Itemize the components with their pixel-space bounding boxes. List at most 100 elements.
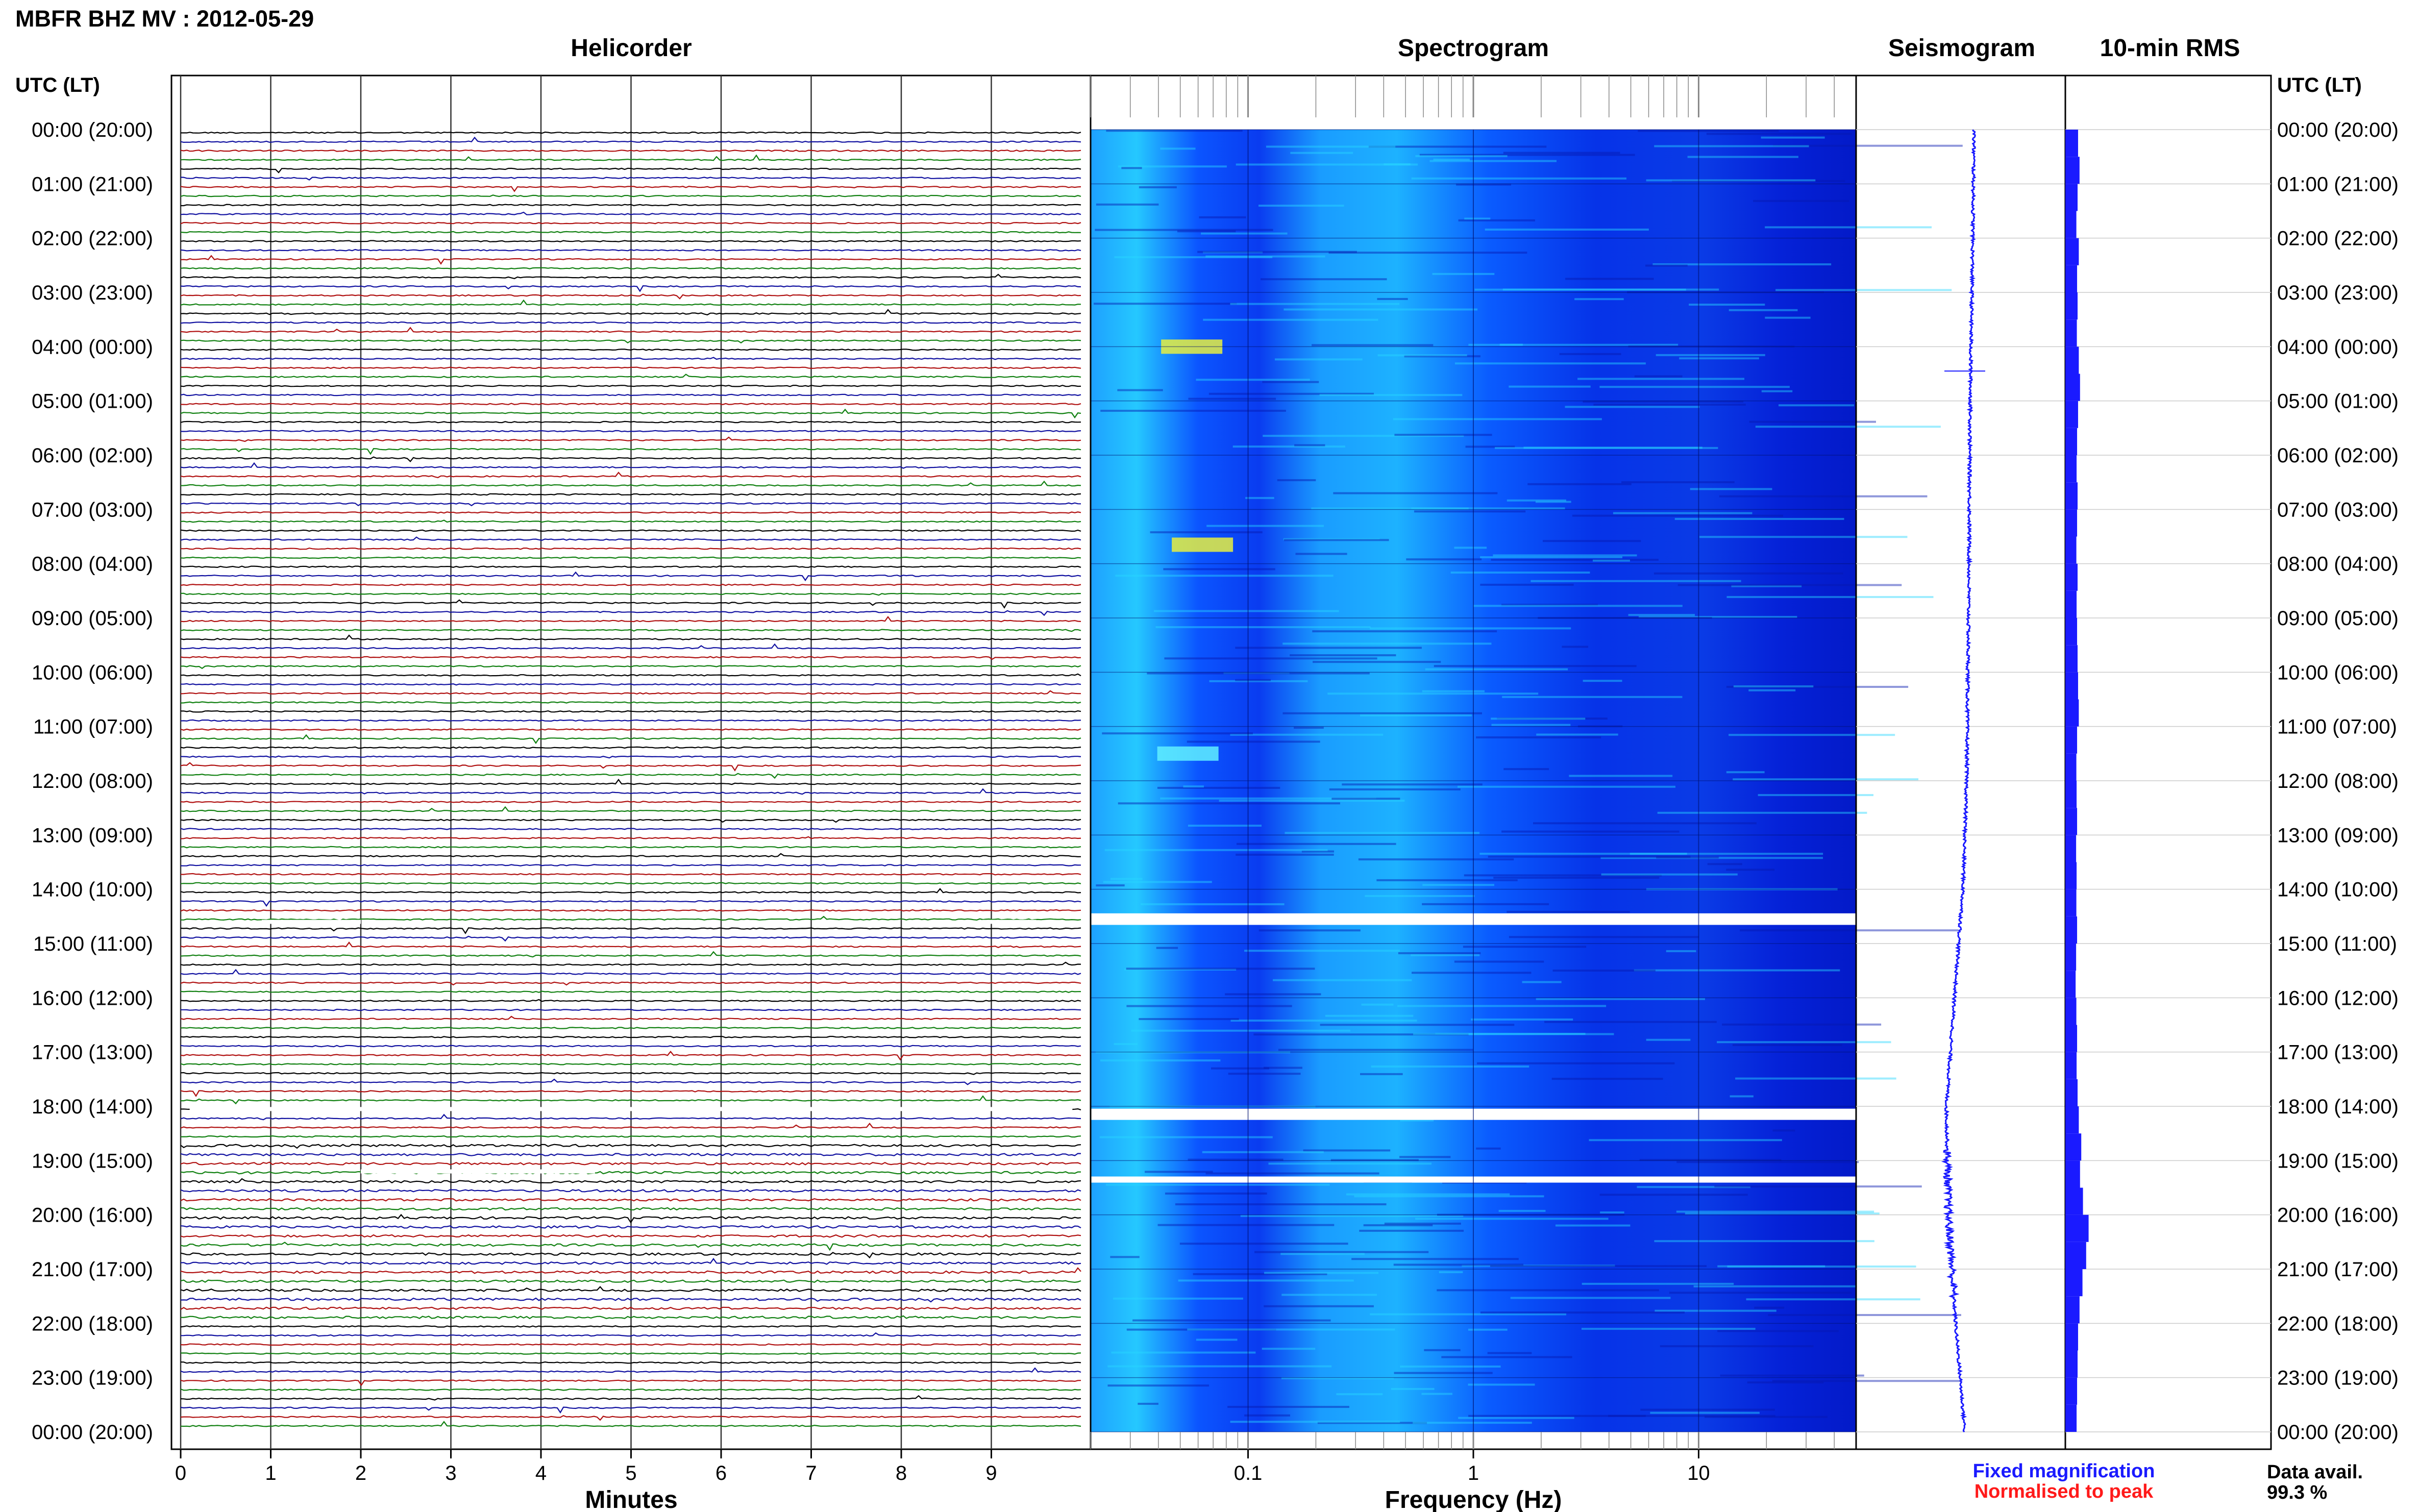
spectrogram-streak: [1107, 1365, 1332, 1368]
spectrogram-streak: [1187, 1328, 1395, 1331]
spectrogram-streak: [1235, 679, 1271, 681]
spectrogram-streak: [1333, 492, 1498, 494]
spectrogram-streak: [1131, 1029, 1350, 1032]
spectrogram-streak: [1346, 1193, 1510, 1196]
spectrogram-streak: [1196, 379, 1310, 381]
spectrogram-streak: [1685, 1212, 1880, 1215]
spectrogram-streak: [1244, 1414, 1290, 1417]
helicorder-trace: [180, 374, 1081, 378]
helicorder-trace: [180, 462, 1081, 469]
hour-label-left: 17:00 (13:00): [32, 1042, 153, 1064]
spectrogram-streak: [1118, 165, 1227, 168]
hour-label-left: 08:00 (04:00): [32, 553, 153, 576]
spectrogram-streak: [1748, 689, 1796, 691]
helicorder-trace: [180, 321, 1081, 324]
spectrogram-streak: [1376, 879, 1518, 881]
spectrogram-streak: [1599, 386, 1790, 388]
spectrogram-streak: [1754, 1306, 1785, 1309]
spectrogram-streak: [1282, 712, 1483, 714]
spectrogram-streak: [1100, 410, 1286, 412]
hour-label-right: 11:00 (07:00): [2277, 716, 2397, 738]
spectrogram-streak: [1425, 668, 1568, 671]
helicorder-trace: [180, 547, 1081, 550]
helicorder-trace: [180, 728, 1081, 731]
helicorder-trace: [180, 1252, 1081, 1259]
hour-label-right: 06:00 (02:00): [2277, 444, 2399, 467]
spectrogram-streak: [1502, 288, 1719, 291]
hour-label-right: 05:00 (01:00): [2277, 390, 2399, 413]
spectrogram-streak: [1303, 1149, 1391, 1152]
spectrogram-tick-label: 0.1: [1234, 1462, 1263, 1484]
hour-label-right: 04:00 (00:00): [2277, 336, 2399, 358]
seismogram-panel: [1855, 75, 2066, 1450]
spectrogram-streak: [1157, 1224, 1335, 1226]
helicorder-trace: [180, 1234, 1081, 1238]
helicorder-trace: [180, 828, 1081, 830]
rms-bar: [2065, 971, 2076, 998]
helicorder-trace: [180, 293, 1081, 300]
hour-label-right: 19:00 (15:00): [2277, 1150, 2399, 1172]
spectrogram-streak: [1720, 1374, 1864, 1377]
spectrogram-streak: [1114, 256, 1273, 259]
spectrogram-streak: [1351, 1258, 1519, 1260]
rms-title: 10-min RMS: [2100, 35, 2240, 62]
helicorder-trace: [180, 285, 1081, 292]
spectrogram-streak: [1422, 884, 1494, 886]
spectrogram-streak: [1121, 167, 1142, 169]
helicorder-trace: [180, 1113, 1081, 1121]
spectrogram-streak: [1113, 1297, 1243, 1300]
spectrogram-streak: [1509, 385, 1591, 388]
spectrogram-streak: [1320, 1024, 1515, 1026]
spectrogram-streak: [1600, 1211, 1624, 1213]
spectrogram-streak: [1230, 733, 1384, 736]
spectrogram-streak: [1501, 830, 1680, 833]
spectrogram-streak: [1411, 177, 1627, 180]
spectrogram-streak: [1263, 435, 1464, 437]
spectrogram-streak: [1522, 981, 1562, 983]
helicorder-trace: [180, 1285, 1081, 1292]
helicorder-trace: [180, 366, 1081, 369]
spectrogram-streak: [1656, 354, 1765, 356]
helicorder-trace: [180, 511, 1081, 514]
rms-bar: [2065, 726, 2078, 754]
helicorder-trace: [180, 1189, 1081, 1193]
spectrogram-streak: [1156, 947, 1178, 949]
hour-label-left: 06:00 (02:00): [32, 444, 153, 467]
spectrogram-streak: [1434, 665, 1637, 667]
helicorder-data-gap: [982, 920, 1036, 924]
spectrogram-streak: [1240, 1214, 1464, 1217]
spectrogram-streak: [1100, 1059, 1221, 1062]
spectrogram-streak: [1227, 1406, 1349, 1408]
spectrogram-streak: [1414, 510, 1526, 513]
spectrogram-streak: [1429, 160, 1557, 162]
rms-bar: [2065, 346, 2079, 374]
spectrogram-streak: [1479, 853, 1687, 855]
helicorder-trace: [180, 616, 1081, 623]
hour-label-right: 00:00 (20:00): [2277, 1421, 2399, 1444]
helicorder-trace: [180, 472, 1081, 479]
spectrogram-streak: [1600, 857, 1823, 859]
hour-label-left: 16:00 (12:00): [32, 987, 153, 1009]
helicorder-trace: [180, 951, 1081, 958]
hour-label-right: 22:00 (18:00): [2277, 1312, 2399, 1335]
spectrogram-streak: [1354, 1195, 1544, 1198]
helicorder-trace: [180, 1161, 1081, 1166]
spectrogram-panel: 0.1 1 10: [1090, 75, 1963, 1484]
spectrogram-streak: [1103, 881, 1212, 883]
spectrogram-streak: [1264, 1305, 1374, 1307]
spectrogram-streak: [1726, 869, 1775, 871]
spectrogram-streak: [1096, 203, 1159, 206]
spectrogram-streak: [1706, 133, 1852, 135]
spectrogram-streak: [1188, 398, 1276, 400]
spectrogram-streak: [1761, 136, 1825, 139]
spectrogram-streak: [1377, 298, 1408, 300]
helicorder-trace: [180, 1027, 1081, 1029]
spectrogram-streak: [1687, 156, 1798, 158]
spectrogram-streak: [1732, 1044, 1842, 1046]
spectrogram-streak: [1370, 627, 1571, 630]
spectrogram-streak: [1360, 1073, 1403, 1075]
helicorder-trace: [181, 610, 1081, 616]
spectrogram-streak: [1772, 1129, 1795, 1132]
spectrogram-streak: [1377, 354, 1467, 357]
helicorder-trace: [180, 393, 1081, 396]
